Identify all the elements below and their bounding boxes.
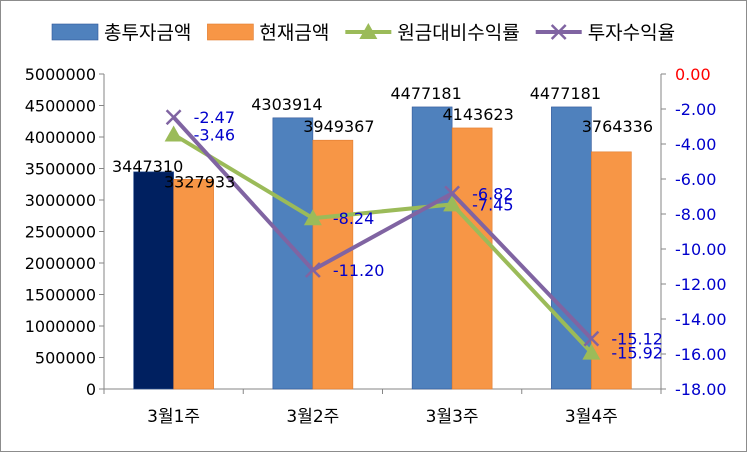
- right-tick-label: -2.00: [675, 100, 716, 119]
- bar-value-label: 4477181: [390, 84, 461, 103]
- legend-x-marker: [550, 24, 567, 40]
- right-tick-label: -6.00: [675, 170, 716, 189]
- legend-swatch-total-invest: [51, 23, 99, 41]
- total-invest-bar: [272, 117, 314, 390]
- left-tick-label: 3500000: [25, 160, 96, 179]
- invest-return-line: [172, 115, 593, 340]
- left-tick-label: 3000000: [25, 191, 96, 210]
- right-tick-label: -14.00: [675, 310, 727, 329]
- triangle-marker: [303, 209, 322, 226]
- bar-value-label: 3764336: [582, 117, 653, 136]
- right-tick-label: -10.00: [675, 240, 727, 259]
- right-tick-label: -8.00: [675, 205, 716, 224]
- legend-label: 총투자금액: [104, 22, 191, 44]
- legend-label: 투자수익율: [588, 22, 675, 44]
- x-marker: [444, 185, 461, 202]
- data-labels: 3447310 4303914 4477181 4477181 3327933 39493…: [112, 84, 663, 363]
- triangle-marker: [443, 195, 462, 212]
- legend: 총투자금액 현재금액 원금대비수익률 투자수익율: [51, 22, 675, 44]
- category-label: 3월2주: [286, 407, 339, 427]
- total-invest-bar: [133, 171, 174, 390]
- right-tick-label: -4.00: [675, 135, 716, 154]
- line-value-label: -2.47: [194, 108, 235, 127]
- line-series: [164, 109, 601, 360]
- line-value-label: -11.20: [333, 261, 385, 280]
- line-value-label: -8.24: [333, 209, 374, 228]
- x-marker: [304, 262, 321, 278]
- right-tick-label: 0.00: [675, 65, 711, 84]
- line-value-label: -15.92: [611, 344, 663, 363]
- x-marker: [165, 109, 182, 126]
- category-label: 3월3주: [426, 407, 479, 427]
- left-tick-label: 1000000: [25, 317, 96, 336]
- current-amount-bar: [451, 127, 493, 390]
- category-label: 3월1주: [147, 407, 200, 427]
- current-amount-bar: [173, 179, 214, 390]
- legend-swatch-current-amount: [207, 23, 254, 41]
- axes: 0 500000 1000000 1500000 2000000 2500000 30000…: [25, 65, 727, 427]
- current-amount-bar: [591, 151, 632, 390]
- return-rate-line: [172, 132, 593, 354]
- line-value-label: -7.45: [472, 195, 513, 214]
- bar-value-label: 3949367: [303, 117, 374, 136]
- bar-value-label: 3327933: [164, 172, 235, 191]
- line-value-label: -3.46: [194, 126, 235, 145]
- line-value-label: -15.12: [611, 330, 663, 349]
- left-tick-label: 2500000: [25, 223, 96, 242]
- bar-value-label: 4477181: [530, 84, 601, 103]
- bar-value-label: 4143623: [442, 105, 513, 124]
- left-tick-label: 1500000: [25, 286, 96, 305]
- line-value-label: -6.82: [472, 184, 513, 203]
- left-tick-label: 4000000: [25, 128, 96, 147]
- left-tick-label: 5000000: [25, 65, 96, 84]
- left-tick-label: 500000: [35, 349, 96, 368]
- right-tick-label: -12.00: [675, 275, 727, 294]
- x-marker: [583, 330, 600, 347]
- left-tick-label: 0: [86, 380, 96, 399]
- left-tick-label: 4500000: [25, 97, 96, 116]
- legend-triangle-marker: [359, 23, 378, 39]
- total-invest-bar: [411, 106, 453, 390]
- bar-value-label: 3447310: [112, 157, 183, 176]
- right-tick-label: -18.00: [675, 380, 727, 399]
- right-tick-label: -16.00: [675, 345, 727, 364]
- triangle-marker: [164, 125, 183, 142]
- bar-value-label: 4303914: [251, 95, 322, 114]
- total-invest-bar: [551, 106, 592, 390]
- left-tick-label: 2000000: [25, 254, 96, 273]
- legend-label: 원금대비수익률: [397, 22, 519, 44]
- triangle-marker: [582, 343, 601, 360]
- bar-series: [133, 106, 632, 390]
- legend-label: 현재금액: [259, 22, 329, 44]
- category-label: 3월4주: [565, 407, 618, 427]
